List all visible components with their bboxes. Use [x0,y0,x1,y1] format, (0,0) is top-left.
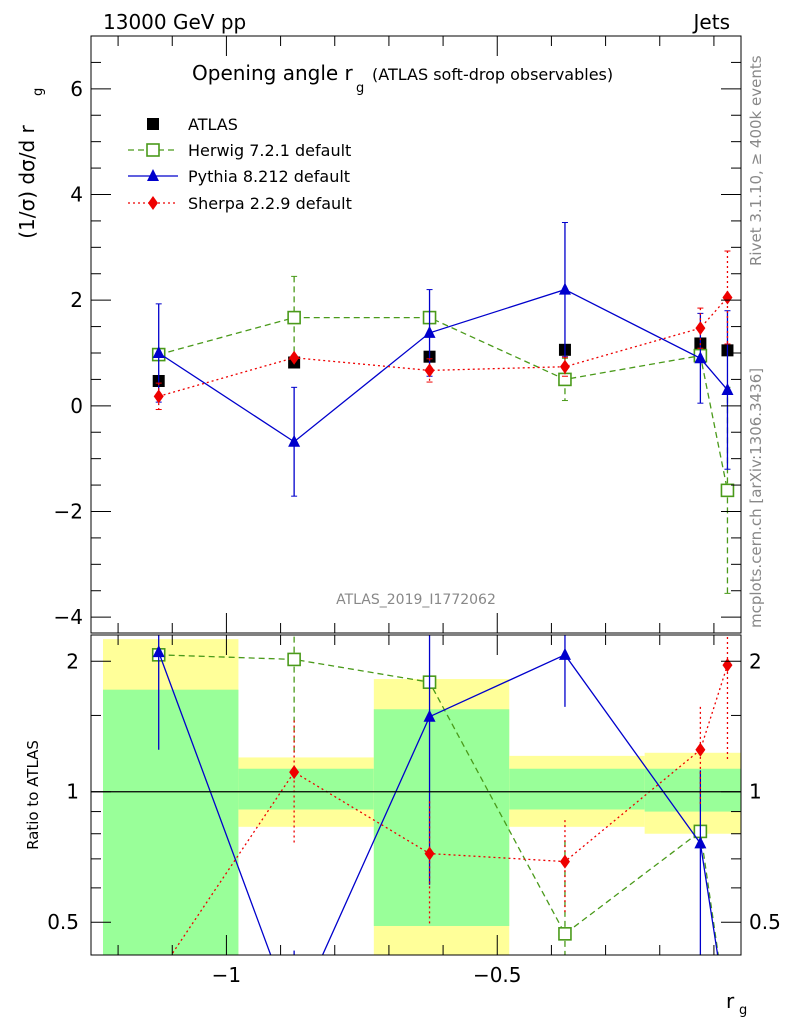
data-point [695,321,706,336]
y-axis-label-main: (1/σ) dσ/d r [15,124,39,238]
data-point [559,359,570,374]
data-point [153,389,164,404]
data-point [558,282,571,295]
axes-layer: −4 −2 0 2 4 6 0.5 0.5 1 1 2 2 −1 −0.5 [47,35,781,987]
ratio-tick-label-right: 0.5 [749,910,781,934]
legend-label: ATLAS [188,115,238,134]
data-point [152,345,165,358]
y-tick-label: −4 [54,605,83,629]
ratio-tick-label: 2 [66,649,79,673]
y-tick-label: 4 [70,182,83,206]
main-series-layer [151,221,735,594]
y-tick-label: −2 [54,499,83,523]
ratio-line [158,651,719,955]
legend: ATLAS Herwig 7.2.1 default Pythia 8.212 de… [128,115,352,213]
x-axis-label-sub: g [739,1003,747,1018]
ratio-point [558,927,572,941]
series-line [158,316,729,491]
ratio-point [424,846,435,861]
data-point [288,434,301,447]
y-tick-label: 0 [70,394,83,418]
series-line [158,297,728,397]
legend-marker [147,169,159,181]
chart-title-extra: (ATLAS soft-drop observables) [372,65,613,84]
ratio-line [158,654,719,955]
ratio-point [559,854,570,869]
svg-text:(1/σ) dσ/d r: (1/σ) dσ/d r [15,124,39,238]
rivet-label: Rivet 3.1.10, ≥ 400k events [747,55,765,266]
main-frame [90,35,742,634]
legend-label: Sherpa 2.2.9 default [188,194,352,213]
series-sherpa [153,250,733,411]
ratio-band-green [238,768,374,810]
ratio-point [423,709,436,722]
ratio-frame [90,634,742,956]
ratio-point [722,658,733,673]
y-axis-label: (1/σ) dσ/d r g [15,88,46,239]
x-tick-label: −1 [212,963,241,987]
mcplots-label: mcplots.cern.ch [arXiv:1306.3436] [747,368,765,628]
ratio-uncertainty-bands [103,639,741,955]
data-point [423,325,436,338]
ratio-series-sherpa [170,635,733,955]
ratio-tick-label: 0.5 [47,910,79,934]
ratio-band-green [373,709,510,926]
legend-label: Herwig 7.2.1 default [188,141,351,160]
ratio-band-green [103,689,239,955]
ratio-tick-label: 1 [66,780,79,804]
x-axis-label: r [726,989,735,1013]
ratio-point [695,742,706,757]
legend-entry: ATLAS [147,115,238,134]
chart-title-sub: g [356,81,364,96]
ratio-point [289,765,300,780]
ratio-band-green [644,768,741,812]
data-point [721,382,734,395]
data-point [694,351,707,364]
y-tick-label: 2 [70,288,83,312]
series-atlas [152,337,734,387]
ratio-point [152,645,165,658]
ratio-band-green [509,768,645,810]
ratio-point [694,836,707,849]
y-axis-label-sub: g [31,88,46,96]
ratio-axis-label: Ratio to ATLAS [24,740,42,850]
legend-entry: Herwig 7.2.1 default [128,141,351,160]
legend-marker [148,196,158,210]
data-point [720,483,735,498]
data-point [287,310,301,325]
legend-marker [146,143,160,157]
x-tick-label: −0.5 [473,963,522,987]
y-tick-label: 6 [70,77,83,101]
ratio-series-layer [151,635,733,955]
legend-entry: Sherpa 2.2.9 default [128,194,352,213]
data-point [558,372,572,387]
legend-marker [147,118,159,130]
chart-title: Opening angle r [192,61,354,85]
legend-entry: Pythia 8.212 default [128,167,350,186]
data-point [289,350,300,365]
legend-label: Pythia 8.212 default [188,167,350,186]
ratio-point [558,647,571,660]
series-herwig [151,275,735,594]
data-point [424,363,435,378]
header-left: 13000 GeV pp [103,10,246,34]
series-pythia [152,221,734,497]
series-line [158,288,728,443]
ratio-tick-label-right: 2 [749,649,762,673]
analysis-id: ATLAS_2019_I1772062 [336,592,496,608]
ratio-tick-label-right: 1 [749,780,762,804]
data-point [722,290,733,305]
ratio-point [287,652,301,667]
header-right: Jets [692,10,730,34]
